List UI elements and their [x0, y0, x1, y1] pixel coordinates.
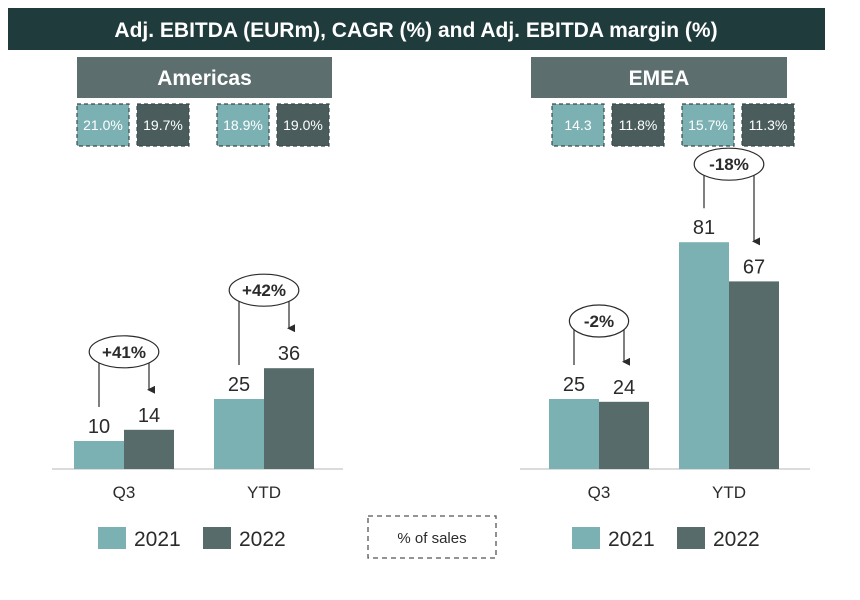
americas-header-label: Americas: [157, 67, 252, 90]
emea-header-label: EMEA: [629, 67, 690, 90]
emea-change-label-ytd: -18%: [709, 155, 749, 174]
emea-category-label-q3: Q3: [588, 483, 611, 502]
americas-bar-ytd-2021: [214, 399, 264, 469]
emea-margin-box-q3-2021: [551, 103, 605, 147]
americas-margin-box-q3-2022: [136, 103, 190, 147]
emea-legend-swatch-2021: [572, 527, 600, 549]
americas-value-label-ytd-2021: 25: [228, 374, 250, 396]
margin-note-box: [367, 515, 497, 559]
emea-panel: EMEA 14.3 11.8% 25 24 Q3 -2% 15.7% 11.3% 81 67 YTD -…: [520, 57, 810, 551]
emea-legend-label-2021: 2021: [608, 528, 655, 551]
americas-legend-swatch-2022: [203, 527, 231, 549]
margin-note-text: % of sales: [397, 530, 466, 547]
americas-legend-swatch-2021: [98, 527, 126, 549]
americas-value-label-q3-2022: 14: [138, 405, 160, 427]
americas-margin-label-q3-2022: 19.7%: [143, 117, 183, 133]
americas-header: [77, 57, 332, 98]
emea-value-label-ytd-2021: 81: [693, 217, 715, 239]
americas-change-label-ytd: +42%: [242, 281, 286, 300]
emea-legend-swatch-2022: [677, 527, 705, 549]
americas-margin-box-ytd-2021: [216, 103, 270, 147]
emea-value-label-q3-2021: 25: [563, 374, 585, 396]
americas-panel: Americas 21.0% 19.7% 10 14 Q3 +41% 18.9% 19.0% 25…: [52, 57, 343, 551]
americas-bar-ytd-2022: [264, 368, 314, 469]
americas-value-label-ytd-2022: 36: [278, 343, 300, 365]
emea-legend-label-2022: 2022: [713, 528, 760, 551]
emea-category-label-ytd: YTD: [712, 483, 746, 502]
emea-change-label-q3: -2%: [584, 312, 614, 331]
emea-margin-box-ytd-2022: [741, 103, 795, 147]
americas-legend-label-2022: 2022: [239, 528, 286, 551]
emea-bar-q3-2022: [599, 401, 649, 469]
title-banner: [8, 8, 825, 50]
americas-margin-box-ytd-2022: [276, 103, 330, 147]
americas-change-bubble-q3: [88, 335, 160, 369]
emea-margin-box-q3-2022: [611, 103, 665, 147]
americas-margin-label-ytd-2022: 19.0%: [283, 117, 323, 133]
emea-change-bubble-q3: [568, 304, 630, 338]
americas-change-bubble-ytd: [228, 273, 300, 307]
emea-margin-label-q3-2021: 14.3: [564, 117, 591, 133]
emea-bar-ytd-2021: [679, 242, 729, 469]
emea-margin-label-ytd-2021: 15.7%: [688, 117, 728, 133]
emea-value-label-q3-2022: 24: [613, 377, 635, 399]
americas-margin-label-ytd-2021: 18.9%: [223, 117, 263, 133]
emea-margin-box-ytd-2021: [681, 103, 735, 147]
americas-bar-q3-2021: [74, 441, 124, 469]
americas-bar-q3-2022: [124, 429, 174, 469]
emea-change-bubble-ytd: [693, 147, 765, 181]
emea-bar-ytd-2022: [729, 281, 779, 469]
emea-margin-label-ytd-2022: 11.3%: [749, 117, 788, 133]
emea-margin-label-q3-2022: 11.8%: [619, 117, 658, 133]
americas-category-label-ytd: YTD: [247, 483, 281, 502]
americas-margin-label-q3-2021: 21.0%: [83, 117, 123, 133]
chart-title: Adj. EBITDA (EURm), CAGR (%) and Adj. EB…: [114, 19, 717, 42]
emea-header: [531, 57, 787, 98]
americas-change-label-q3: +41%: [102, 343, 146, 362]
emea-value-label-ytd-2022: 67: [743, 256, 765, 278]
americas-value-label-q3-2021: 10: [88, 416, 110, 438]
americas-margin-box-q3-2021: [76, 103, 130, 147]
americas-category-label-q3: Q3: [113, 483, 136, 502]
americas-legend-label-2021: 2021: [134, 528, 181, 551]
emea-bar-q3-2021: [549, 399, 599, 469]
